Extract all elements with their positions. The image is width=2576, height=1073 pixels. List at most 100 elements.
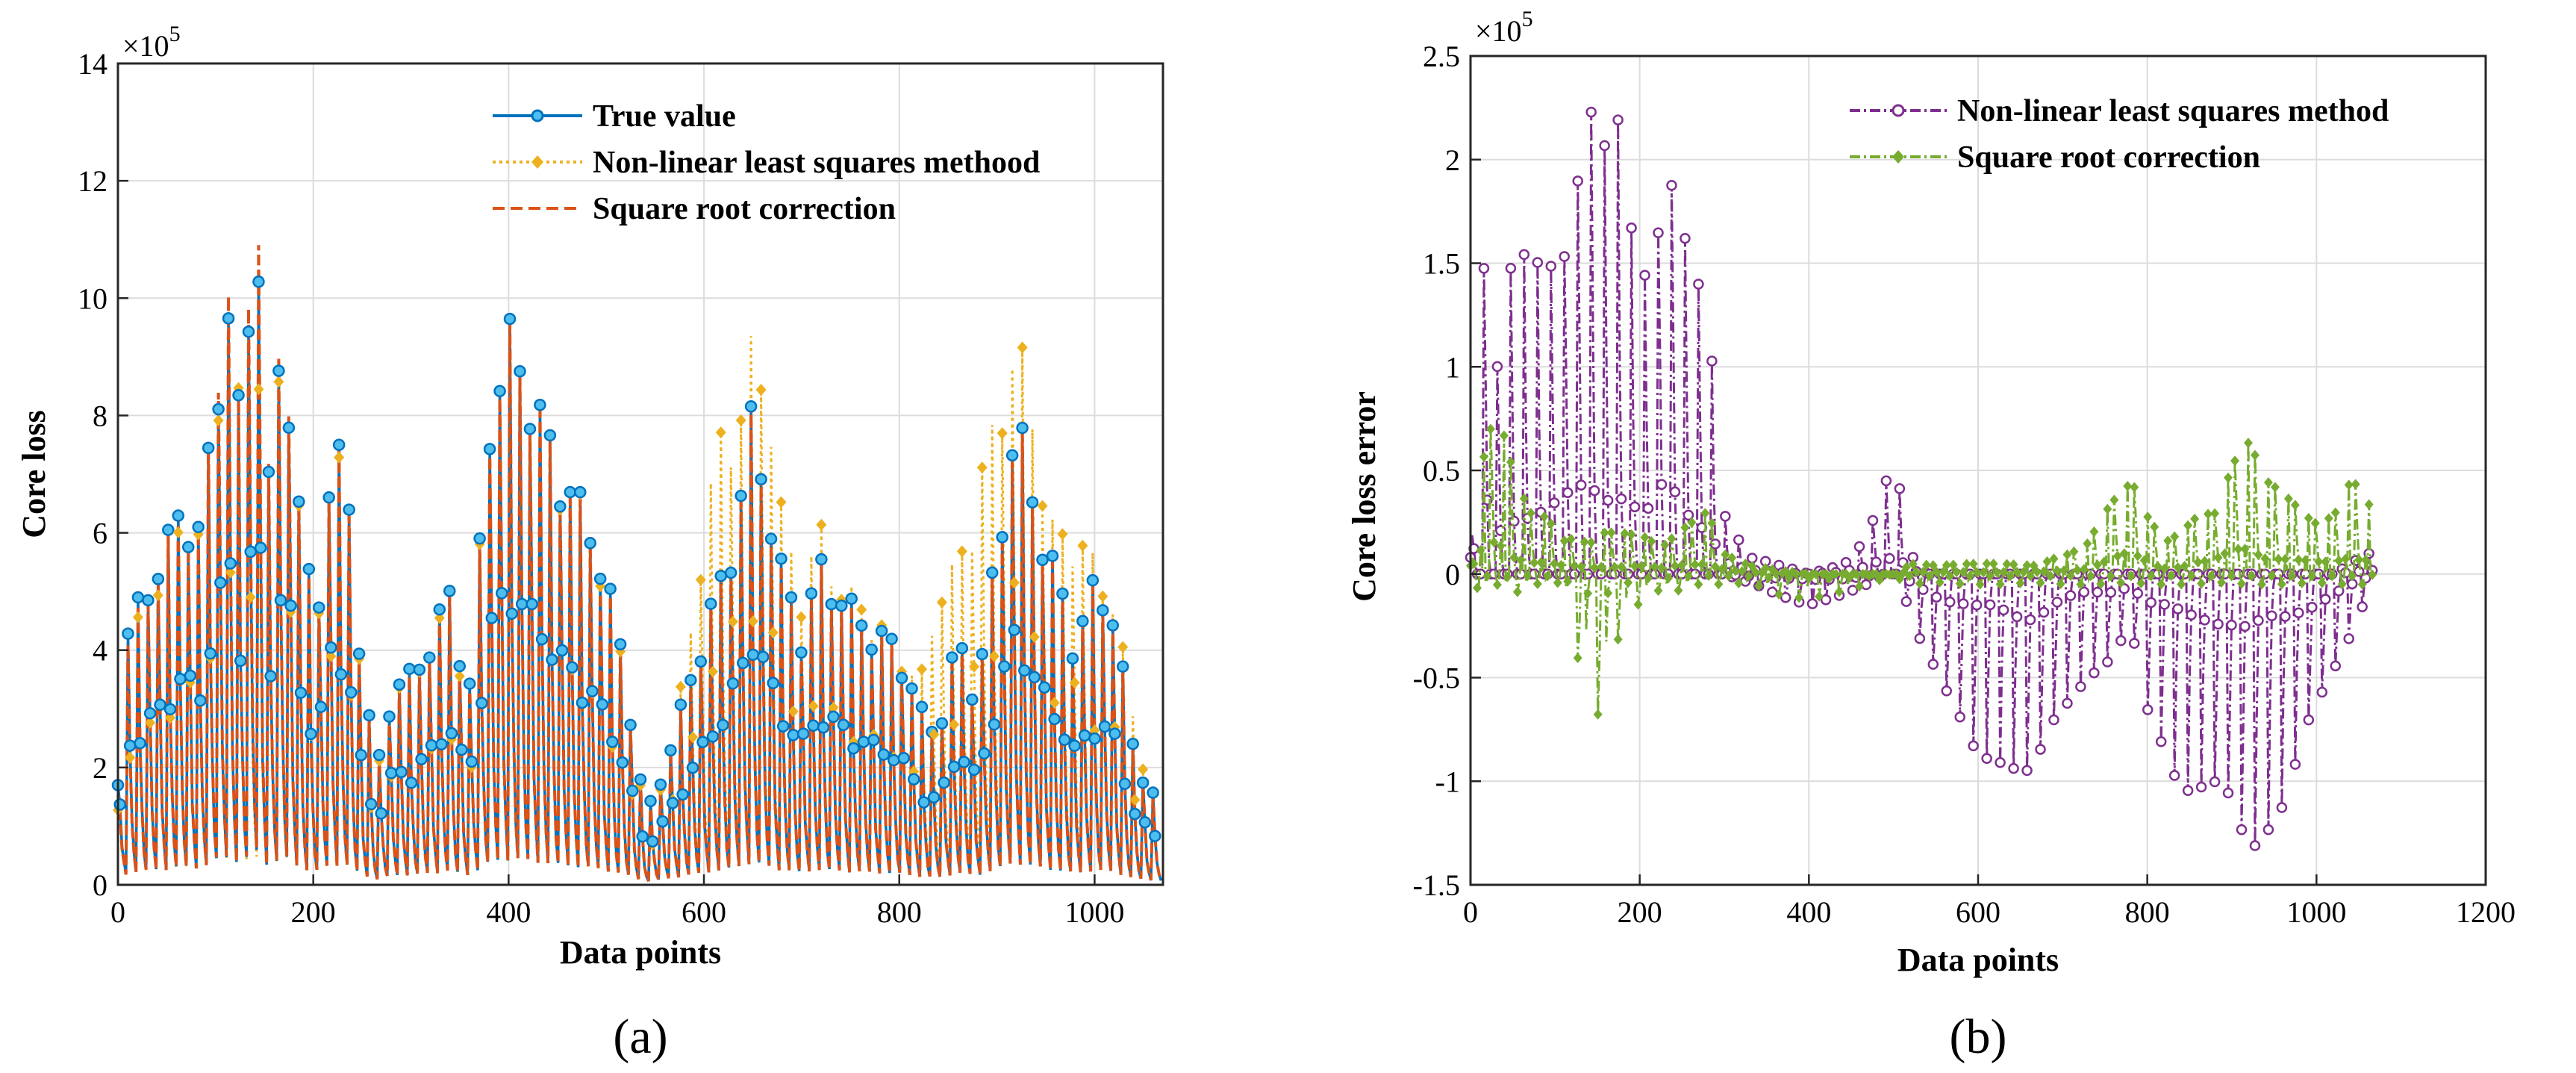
nlls-error-marker bbox=[2262, 824, 2274, 836]
true-marker bbox=[624, 718, 637, 732]
src-error-marker bbox=[2089, 526, 2099, 538]
src-error-marker bbox=[1472, 582, 1482, 594]
true-marker bbox=[372, 748, 386, 762]
true-marker bbox=[684, 674, 697, 687]
nlls-error-marker bbox=[2115, 635, 2127, 647]
true-marker bbox=[847, 741, 860, 755]
nlls-error-marker bbox=[1629, 501, 1641, 513]
nlls-error-marker bbox=[2357, 601, 2368, 613]
true-marker bbox=[604, 582, 617, 595]
src-error-marker bbox=[2301, 555, 2310, 566]
panel-b-y-exponent-power: 5 bbox=[1522, 7, 1533, 31]
nlls-error-marker bbox=[1927, 659, 1939, 670]
src-error-marker bbox=[2321, 556, 2330, 567]
series-line-src-error bbox=[1469, 429, 2374, 715]
src-error-marker bbox=[2250, 450, 2260, 461]
true-marker bbox=[694, 655, 708, 668]
src-error-marker bbox=[2364, 499, 2374, 510]
y-tick-label: 4 bbox=[93, 634, 107, 668]
src-error-marker bbox=[2150, 521, 2159, 532]
src-error-marker bbox=[2042, 556, 2052, 567]
nlls-error-marker bbox=[2092, 586, 2103, 598]
true-marker bbox=[775, 552, 788, 565]
true-marker bbox=[606, 735, 619, 748]
nlls-error-marker bbox=[1549, 497, 1560, 508]
src-error-marker bbox=[2224, 472, 2233, 483]
src-error-marker bbox=[2045, 570, 2055, 582]
true-marker bbox=[131, 591, 145, 604]
src-error-marker bbox=[1948, 559, 1958, 570]
src-error-marker bbox=[1559, 535, 1569, 547]
true-marker bbox=[817, 721, 830, 734]
true-marker bbox=[737, 656, 749, 670]
src-error-marker bbox=[2159, 563, 2169, 574]
true-marker bbox=[857, 735, 870, 748]
true-marker bbox=[1136, 776, 1150, 789]
y-tick-label: 10 bbox=[78, 282, 107, 315]
src-error-marker bbox=[1660, 539, 1670, 550]
src-error-marker bbox=[1986, 570, 1995, 582]
nlls-error-marker bbox=[2098, 568, 2110, 579]
true-marker bbox=[593, 572, 607, 585]
true-marker bbox=[172, 509, 185, 522]
nlls-error-marker bbox=[1562, 487, 1574, 499]
true-marker bbox=[435, 738, 448, 751]
nlls-error-marker bbox=[1853, 541, 1865, 553]
nlls-marker bbox=[949, 718, 960, 731]
true-marker bbox=[322, 491, 335, 504]
true-marker bbox=[614, 638, 627, 651]
src-error-marker bbox=[1667, 533, 1677, 544]
true-marker bbox=[395, 765, 408, 779]
src-error-marker bbox=[1721, 549, 1730, 560]
nlls-error-marker bbox=[2155, 736, 2167, 747]
src-error-marker bbox=[1700, 508, 1710, 519]
nlls-marker bbox=[454, 670, 465, 682]
true-marker bbox=[1098, 720, 1111, 733]
src-error-marker bbox=[1901, 562, 1911, 573]
true-marker bbox=[805, 587, 818, 600]
nlls-error-marker bbox=[2168, 770, 2180, 781]
nlls-error-marker bbox=[1559, 251, 1571, 262]
nlls-marker bbox=[213, 414, 224, 427]
panel-b-legend: Non-linear least squares method Square ro… bbox=[1850, 94, 2389, 175]
true-marker bbox=[674, 698, 687, 711]
src-error-marker bbox=[1737, 566, 1747, 577]
nlls-marker bbox=[727, 615, 738, 628]
x-tick-label: 1000 bbox=[1064, 895, 1124, 929]
true-marker bbox=[1046, 550, 1059, 562]
src-error-marker bbox=[2240, 544, 2250, 555]
legend-entry-nlls: Non-linear least squares methood bbox=[493, 146, 1040, 180]
true-marker bbox=[1078, 729, 1091, 742]
src-error-marker bbox=[1590, 562, 1600, 573]
x-tick-label: 1200 bbox=[2456, 895, 2516, 929]
true-marker bbox=[785, 591, 798, 604]
true-marker bbox=[1118, 777, 1132, 790]
src-error-marker bbox=[2274, 553, 2283, 565]
src-error-marker bbox=[2330, 507, 2340, 518]
nlls-error-marker bbox=[1806, 598, 1818, 609]
src-error-marker bbox=[2354, 554, 2364, 565]
nlls-error-marker bbox=[2330, 660, 2342, 672]
src-error-marker bbox=[1519, 493, 1529, 504]
nlls-error-marker bbox=[1900, 596, 1912, 607]
src-error-marker bbox=[1597, 562, 1606, 573]
true-marker bbox=[332, 438, 346, 451]
nlls-marker bbox=[172, 526, 184, 538]
src-error-marker bbox=[2109, 494, 2119, 506]
src-error-marker bbox=[2236, 578, 2246, 589]
nlls-marker bbox=[325, 650, 337, 662]
src-error-marker bbox=[1650, 562, 1660, 573]
src-error-marker bbox=[2143, 511, 2153, 523]
src-error-marker bbox=[2173, 562, 2183, 573]
nlls-error-marker bbox=[1945, 596, 1956, 608]
nlls-error-marker bbox=[2035, 744, 2046, 755]
src-error-marker bbox=[2227, 570, 2236, 582]
true-marker bbox=[154, 698, 166, 712]
nlls-marker bbox=[929, 728, 940, 741]
nlls-error-marker bbox=[1998, 604, 2009, 616]
nlls-error-marker bbox=[2051, 597, 2063, 608]
true-marker bbox=[535, 632, 549, 646]
nlls-marker bbox=[253, 383, 264, 396]
true-marker bbox=[123, 739, 137, 752]
src-error-marker bbox=[2230, 455, 2240, 467]
